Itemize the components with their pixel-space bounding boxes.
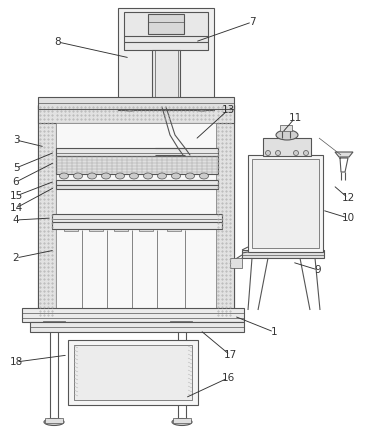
Text: 16: 16 <box>221 373 235 383</box>
Bar <box>56 156 218 174</box>
Bar <box>252 159 319 248</box>
Bar <box>173 418 191 423</box>
Ellipse shape <box>44 419 64 425</box>
Bar <box>45 418 63 423</box>
Ellipse shape <box>144 173 152 179</box>
Bar <box>68 340 198 405</box>
Ellipse shape <box>121 103 139 111</box>
Ellipse shape <box>293 151 298 155</box>
Bar <box>22 308 244 322</box>
Ellipse shape <box>185 173 195 179</box>
Text: 10: 10 <box>341 213 354 223</box>
Bar <box>52 222 222 229</box>
Bar <box>56 180 218 185</box>
Ellipse shape <box>303 151 308 155</box>
Ellipse shape <box>73 173 83 179</box>
Polygon shape <box>335 152 353 157</box>
Bar <box>248 155 323 252</box>
Text: 1: 1 <box>271 327 277 337</box>
Ellipse shape <box>60 173 68 179</box>
Text: 13: 13 <box>221 105 235 115</box>
Text: 15: 15 <box>9 191 23 201</box>
Bar <box>118 8 214 110</box>
Ellipse shape <box>88 173 96 179</box>
Text: 11: 11 <box>288 113 301 123</box>
Bar <box>56 123 216 320</box>
Text: 7: 7 <box>249 17 255 27</box>
Bar <box>56 185 218 189</box>
Bar <box>170 321 192 326</box>
Bar <box>139 224 153 231</box>
Bar <box>230 258 242 268</box>
Bar <box>148 14 184 34</box>
Text: 14: 14 <box>9 203 23 213</box>
Text: 6: 6 <box>13 177 19 187</box>
Bar <box>56 148 218 156</box>
Bar <box>52 214 222 224</box>
Ellipse shape <box>265 151 270 155</box>
Bar <box>38 105 234 123</box>
Bar <box>30 322 244 332</box>
Text: 18: 18 <box>9 357 23 367</box>
Text: 17: 17 <box>223 350 237 360</box>
Bar <box>263 138 311 156</box>
Ellipse shape <box>172 173 180 179</box>
Bar <box>74 345 192 400</box>
Bar <box>64 224 78 231</box>
Bar <box>43 321 65 326</box>
Bar <box>38 97 234 109</box>
Bar <box>114 224 128 231</box>
Text: 5: 5 <box>13 163 19 173</box>
Text: 4: 4 <box>13 215 19 225</box>
Bar <box>167 224 181 231</box>
Ellipse shape <box>157 173 167 179</box>
Bar <box>280 125 292 131</box>
Ellipse shape <box>116 173 124 179</box>
Ellipse shape <box>172 419 192 425</box>
Bar <box>124 12 208 50</box>
Ellipse shape <box>129 173 139 179</box>
Bar <box>38 105 234 320</box>
Text: 3: 3 <box>13 135 19 145</box>
Text: 12: 12 <box>341 193 355 203</box>
Bar <box>89 224 103 231</box>
Ellipse shape <box>200 173 209 179</box>
Text: 8: 8 <box>55 37 61 47</box>
Bar <box>38 105 56 320</box>
Ellipse shape <box>193 103 211 111</box>
Text: 9: 9 <box>314 265 321 275</box>
Bar <box>152 50 180 108</box>
Ellipse shape <box>275 151 280 155</box>
Text: 2: 2 <box>13 253 19 263</box>
Bar <box>242 250 324 258</box>
Ellipse shape <box>276 130 298 140</box>
Ellipse shape <box>101 173 111 179</box>
Bar <box>216 105 234 320</box>
